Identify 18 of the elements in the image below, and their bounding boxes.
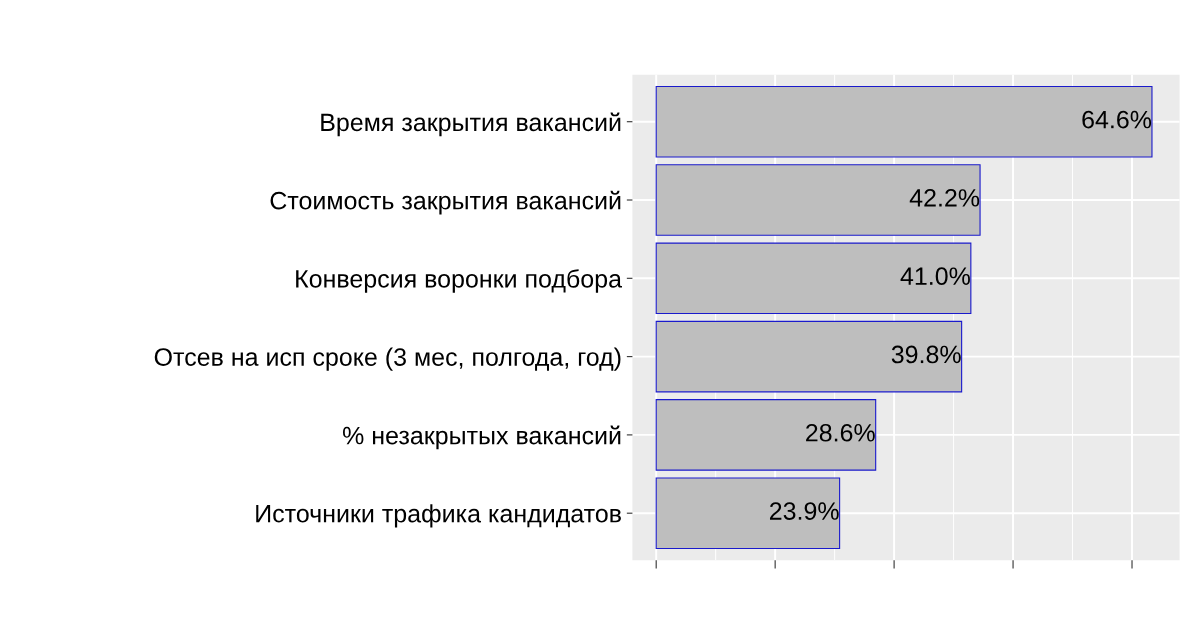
data-label: 23.9% [769,502,839,520]
y-tick-label: Время закрытия вакансий [321,112,621,137]
y-tick-label: Отсев на исп сроке (3 мес, полгода, год) [154,347,621,371]
data-label: 41.0% [900,267,970,286]
bar [655,477,841,549]
data-label: 42.2% [909,189,980,207]
bar [655,242,972,315]
bar [655,320,963,393]
data-label: 39.8% [891,345,961,364]
bar [655,164,981,236]
data-label: 64.6% [1082,110,1152,129]
y-tick-label: Источники трафика кандидатов [256,504,621,528]
bar [655,85,1153,158]
y-tick-label: % незакрытых вакансий [342,425,621,450]
bar [655,399,877,471]
data-label: 28.6% [806,423,875,442]
y-tick-label: Стоимость закрытия вакансий [270,190,621,215]
y-tick-label: Конверсия воронки подбора [296,269,622,293]
